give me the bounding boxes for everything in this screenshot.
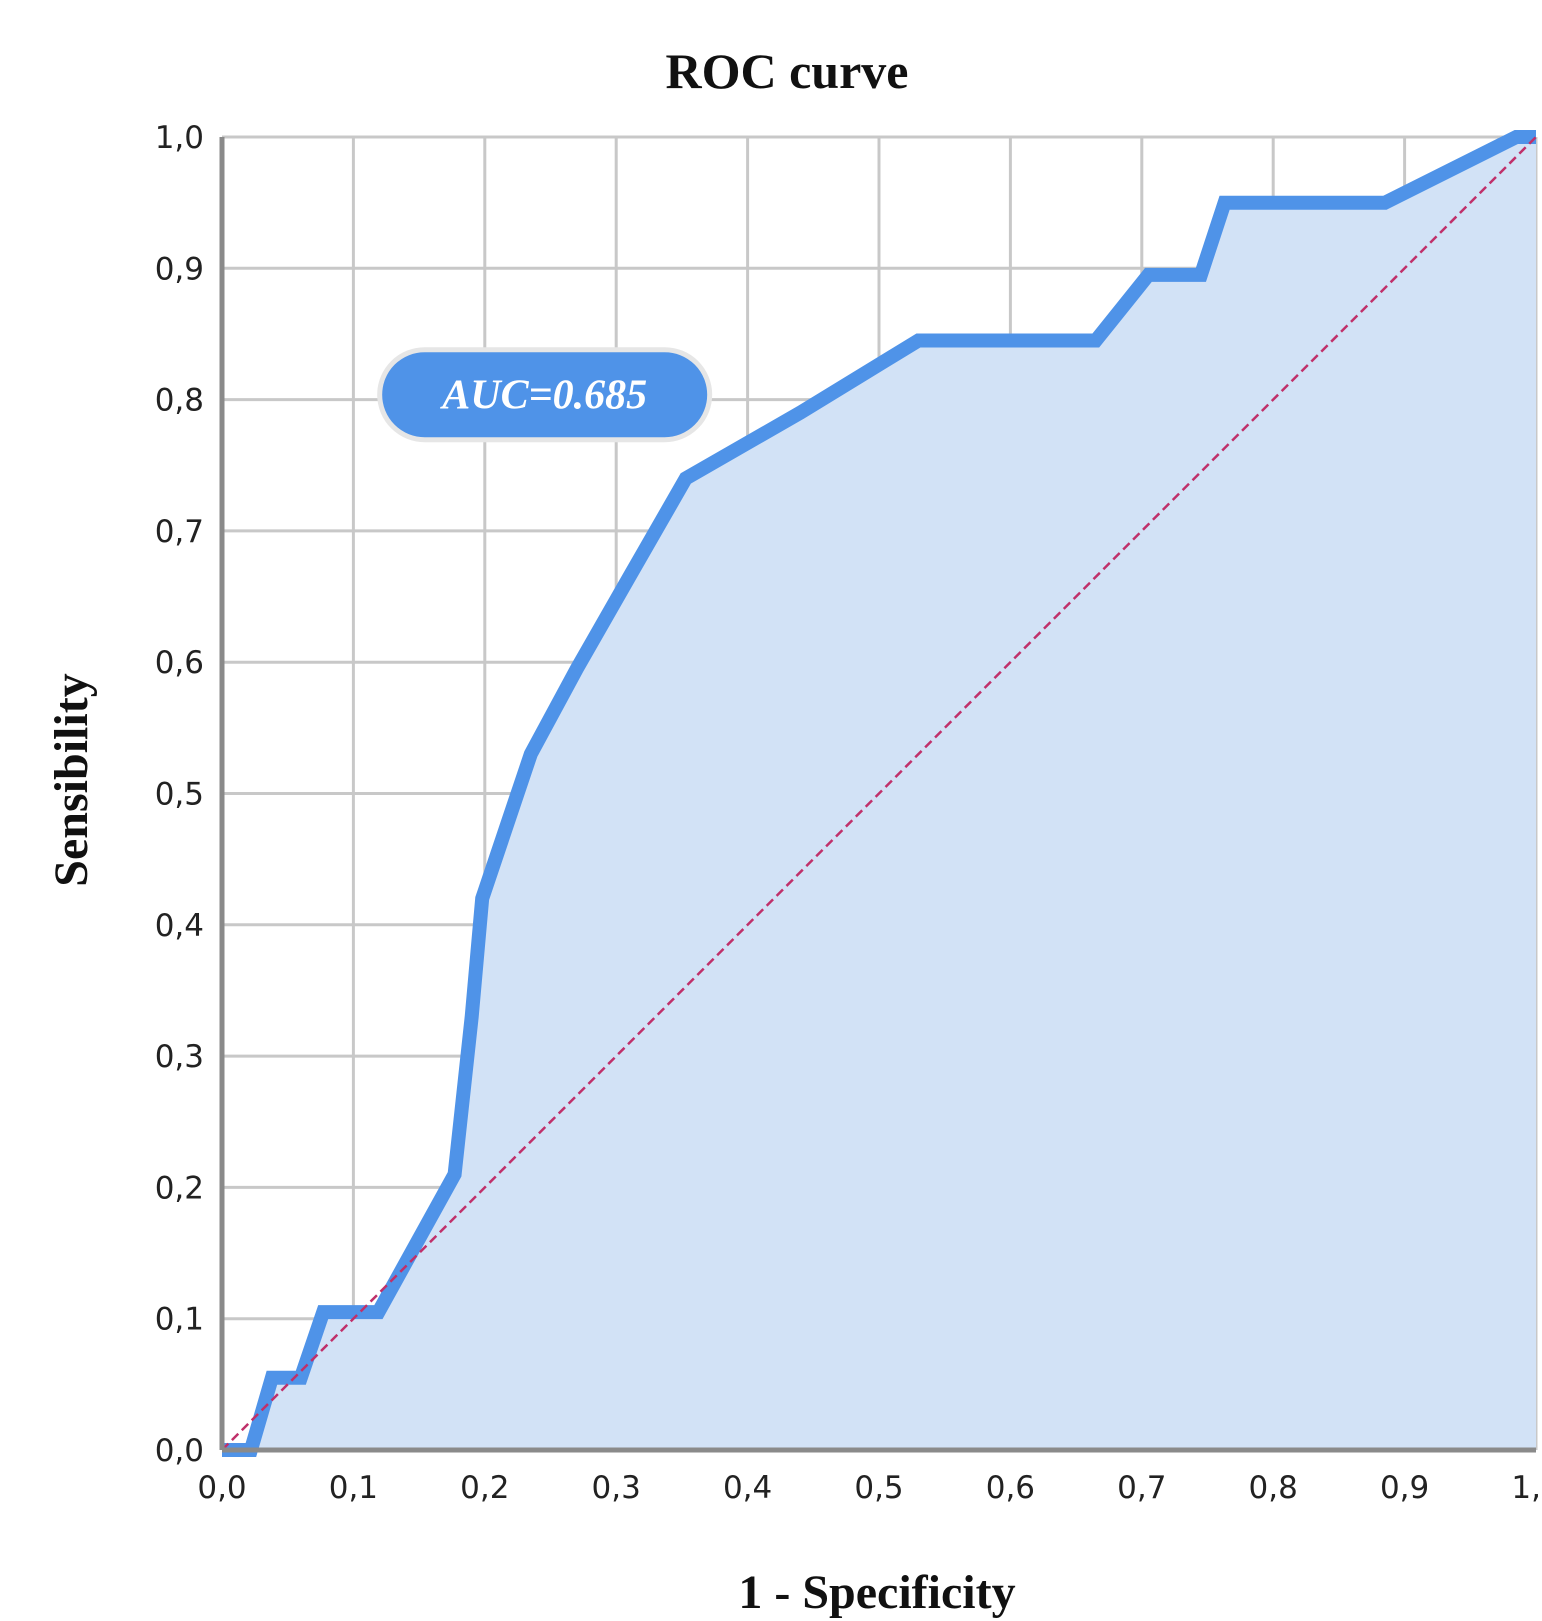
x-tick-label: 1,0 [1511, 1470, 1542, 1506]
y-tick-label: 0,7 [155, 514, 204, 550]
x-axis-label: 1 - Specificity [738, 1566, 1015, 1619]
y-tick-label: 0,6 [155, 645, 204, 681]
roc-curve [222, 130, 1536, 1457]
x-tick-label: 0,3 [592, 1470, 641, 1506]
x-tick-label: 0,4 [723, 1470, 772, 1506]
y-axis-label: Sensibility [45, 673, 98, 886]
x-tick-label: 0,1 [329, 1470, 378, 1506]
chart-title: ROC curve [666, 43, 909, 99]
y-tick-label: 0,1 [155, 1302, 204, 1338]
y-tick-label: 0,9 [155, 251, 204, 287]
x-tick-label: 0,9 [1380, 1470, 1429, 1506]
x-tick-label: 0,6 [986, 1470, 1035, 1506]
auc-badge-shape [377, 347, 713, 443]
y-tick-label: 0,8 [155, 383, 204, 419]
y-tick-label: 1,0 [155, 120, 204, 156]
x-tick-labels: 0,0 0,1 0,2 0,3 0,4 0,5 0,6 0,7 0,8 0,9 1,0 [197, 1470, 1542, 1506]
y-tick-label: 0,0 [155, 1433, 204, 1469]
y-tick-label: 0,3 [155, 1039, 204, 1075]
auc-badge-text: AUC=0.685 [439, 373, 647, 419]
axes [219, 137, 1536, 1453]
x-tick-label: 0,8 [1249, 1470, 1298, 1506]
reference-diagonal [221, 136, 1537, 1451]
y-tick-labels: 0,0 0,1 0,2 0,3 0,4 0,5 0,6 0,7 0,8 0,9 1,0 [155, 120, 204, 1469]
y-tick-label: 0,5 [155, 777, 204, 813]
x-tick-label: 0,7 [1117, 1470, 1166, 1506]
y-tick-label: 0,2 [155, 1170, 204, 1206]
x-tick-label: 0,5 [854, 1470, 903, 1506]
x-tick-label: 0,2 [460, 1470, 509, 1506]
y-tick-label: 0,4 [155, 908, 204, 944]
auc-badge: AUC=0.685 [377, 347, 713, 443]
x-tick-label: 0,0 [197, 1470, 246, 1506]
